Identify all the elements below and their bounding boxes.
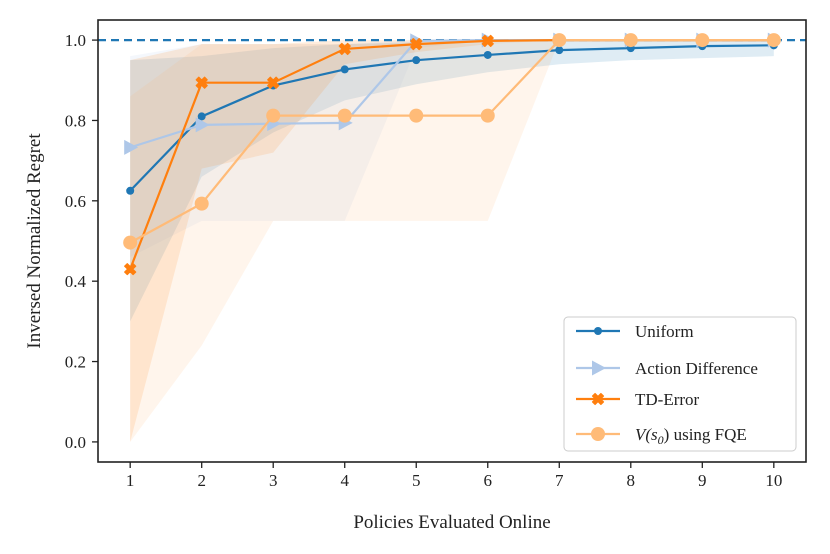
- x-axis-title: Policies Evaluated Online: [353, 512, 550, 533]
- y-tick-label: 0.4: [65, 272, 87, 291]
- legend-fqe-suffix: ) using FQE: [664, 425, 747, 444]
- legend-label-uniform: Uniform: [635, 322, 694, 341]
- line-uniform: [129, 44, 774, 192]
- plot-frame: [97, 19, 807, 463]
- point-v-s0-using-fqe: [337, 108, 352, 123]
- y-tick-label: 0.2: [65, 353, 86, 372]
- point-td-error: [195, 76, 208, 89]
- point-uniform: [412, 56, 421, 65]
- legend-label-action-difference: Action Difference: [635, 359, 758, 378]
- x-tick-label: 4: [340, 471, 349, 490]
- x-tick-label: 10: [765, 471, 782, 490]
- point-uniform: [555, 46, 564, 55]
- x-tick-label: 8: [627, 471, 636, 490]
- point-td-error: [481, 34, 494, 47]
- series-lines: [123, 32, 782, 276]
- band-v-s0-using-fqe: [130, 40, 774, 442]
- point-v-s0-using-fqe: [766, 33, 781, 48]
- band-uniform: [130, 40, 774, 322]
- legend-marker-uniform: [594, 327, 602, 335]
- legend-box: [563, 316, 797, 452]
- x-tick-label: 6: [484, 471, 493, 490]
- y-axis-ticks: 0.0 0.2 0.4 0.6 0.8 1.0: [65, 31, 98, 452]
- y-tick-label: 0.8: [65, 111, 86, 130]
- point-td-error: [338, 42, 351, 56]
- legend-marker-v-s0-using-fqe: [591, 427, 605, 441]
- point-v-s0-using-fqe: [623, 33, 638, 48]
- legend: Uniform Action Difference TD-Error V(s0)…: [563, 316, 797, 452]
- point-uniform: [126, 186, 135, 195]
- x-tick-label: 2: [197, 471, 206, 490]
- point-action-difference: [124, 139, 139, 155]
- legend-fqe-subscript: 0: [658, 433, 664, 447]
- y-tick-label: 0.6: [65, 192, 86, 211]
- y-tick-label: 0.0: [65, 433, 86, 452]
- point-td-error: [267, 76, 280, 89]
- point-v-s0-using-fqe: [409, 108, 424, 123]
- confidence-bands: [130, 40, 774, 442]
- x-axis-ticks: 1 2 3 4 5 6 7 8 9 10: [126, 462, 782, 490]
- x-tick-label: 7: [555, 471, 564, 490]
- y-tick-label: 1.0: [65, 31, 86, 50]
- legend-label-td-error: TD-Error: [635, 390, 700, 409]
- point-v-s0-using-fqe: [695, 33, 710, 48]
- band-action-difference: [130, 40, 774, 258]
- point-v-s0-using-fqe: [194, 196, 209, 211]
- point-uniform: [340, 65, 349, 74]
- point-action-difference: [195, 117, 210, 133]
- point-v-s0-using-fqe: [266, 108, 281, 123]
- point-v-s0-using-fqe: [480, 108, 495, 123]
- point-td-error: [124, 263, 137, 276]
- x-tick-label: 9: [698, 471, 707, 490]
- x-tick-label: 1: [126, 471, 135, 490]
- point-td-error: [410, 38, 423, 51]
- legend-marker-action-difference: [592, 360, 606, 376]
- legend-marker-td-error: [591, 392, 605, 406]
- point-uniform: [197, 112, 206, 121]
- x-tick-label: 5: [412, 471, 421, 490]
- legend-fqe-prefix: V(s: [635, 425, 658, 444]
- x-tick-label: 3: [269, 471, 278, 490]
- point-v-s0-using-fqe: [123, 235, 138, 250]
- y-axis-title: Inversed Normalized Regret: [24, 133, 45, 349]
- point-uniform: [483, 50, 492, 59]
- legend-label-fqe: V(s0) using FQE: [635, 425, 747, 447]
- line-v-s0-using-fqe: [129, 38, 774, 244]
- point-v-s0-using-fqe: [552, 33, 567, 48]
- band-td-error: [130, 40, 774, 442]
